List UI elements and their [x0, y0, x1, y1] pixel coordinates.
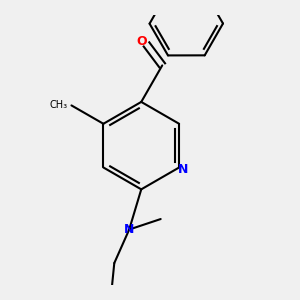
Text: N: N [178, 163, 189, 176]
Text: O: O [136, 35, 147, 48]
Text: N: N [124, 223, 134, 236]
Text: CH₃: CH₃ [50, 100, 68, 110]
